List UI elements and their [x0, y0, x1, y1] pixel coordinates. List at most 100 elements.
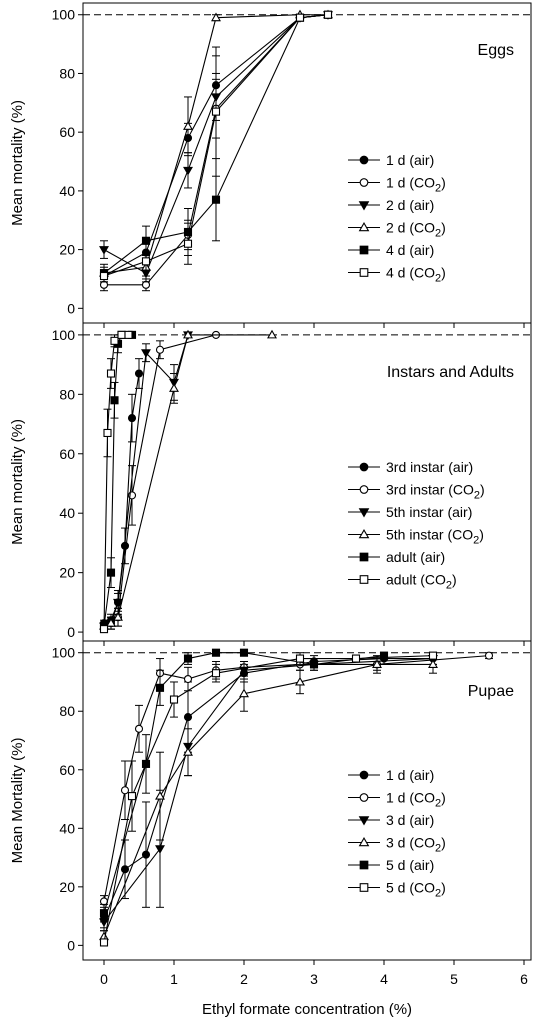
- y-tick-label: 80: [59, 65, 75, 81]
- data-point: [484, 651, 494, 660]
- y-tick-label: 100: [52, 327, 76, 343]
- legend-label: 4 d (air): [386, 242, 434, 258]
- series-line: [103, 14, 329, 277]
- legend-suffix: ): [480, 482, 485, 498]
- legend-entry: 1 d (CO2): [348, 790, 446, 810]
- data-point: [428, 659, 438, 668]
- data-point: [106, 568, 116, 577]
- legend-entry: 2 d (CO2): [348, 220, 446, 240]
- panel-2: 0 20 40 60 80 100 Mean Mortality (%) Pupae 1 d (…: [9, 640, 532, 965]
- legend-entry: 5th instar (air): [348, 504, 472, 520]
- y-tick-label: 20: [59, 879, 75, 895]
- data-point: [183, 674, 193, 684]
- data-point: [141, 257, 151, 266]
- legend-marker: [358, 201, 370, 211]
- legend-label: 3 d (CO2): [386, 835, 446, 855]
- series-line: [103, 334, 272, 627]
- data-point: [141, 850, 151, 859]
- data-point: [155, 845, 165, 854]
- series-5: [99, 330, 133, 634]
- series-line: [103, 658, 434, 923]
- legend-marker: [359, 883, 369, 892]
- legend-marker: [359, 178, 369, 187]
- y-tick-label: 40: [59, 183, 75, 199]
- legend-label: adult (air): [386, 549, 445, 565]
- data-point: [428, 651, 438, 660]
- data-point: [169, 383, 179, 392]
- panel-title: Eggs: [478, 42, 514, 59]
- legend-label: 1 d (air): [386, 767, 434, 783]
- panel-1: 0 20 40 60 80 100 Mean mortality (%) Instars an…: [9, 322, 532, 646]
- y-tick-label: 100: [52, 7, 76, 23]
- data-point: [110, 396, 119, 405]
- legend-label: 1 d (CO2): [386, 790, 446, 810]
- y-tick-label: 20: [59, 565, 75, 581]
- series-line: [103, 655, 490, 902]
- x-tick-label: 5: [450, 971, 458, 987]
- legend-label: 3rd instar (CO2): [386, 482, 485, 502]
- legend-marker: [359, 155, 369, 165]
- x-tick-label: 1: [170, 971, 178, 987]
- y-tick-label: 0: [67, 300, 75, 316]
- legend-subscript: 2: [435, 273, 441, 285]
- data-point: [211, 12, 221, 22]
- y-tick-label: 100: [52, 645, 76, 661]
- legend-entry: 3 d (air): [348, 812, 434, 828]
- data-point: [120, 786, 130, 795]
- data-point: [155, 345, 165, 354]
- legend-suffix: ): [441, 790, 446, 806]
- data-point: [169, 695, 179, 704]
- data-point: [211, 669, 221, 678]
- x-tick-label: 6: [520, 971, 528, 987]
- legend-subscript: 2: [435, 888, 441, 900]
- data-point: [183, 654, 193, 663]
- data-point: [99, 909, 109, 918]
- legend-subscript: 2: [435, 183, 441, 195]
- data-point: [99, 625, 109, 634]
- series-3: [99, 329, 277, 630]
- legend-entry: 5th instar (CO2): [348, 527, 484, 547]
- legend-entry: 4 d (CO2): [348, 265, 446, 285]
- data-point: [99, 938, 109, 947]
- data-point: [155, 790, 165, 800]
- legend-suffix: ): [441, 835, 446, 851]
- y-tick-label: 0: [67, 624, 75, 640]
- legend-subscript: 2: [435, 228, 441, 240]
- data-point: [183, 166, 193, 176]
- x-tick-label: 0: [100, 971, 108, 987]
- legend-subscript: 2: [474, 490, 480, 502]
- data-point: [134, 724, 144, 733]
- legend-label: 5th instar (CO2): [386, 527, 484, 547]
- data-point: [295, 654, 305, 663]
- legend-entry: 5 d (CO2): [348, 880, 446, 900]
- data-point: [239, 688, 249, 698]
- legend-marker: [359, 552, 369, 562]
- legend-subscript: 2: [435, 843, 441, 855]
- legend-marker: [359, 485, 369, 494]
- data-point: [106, 618, 116, 627]
- panel-title: Instars and Adults: [387, 364, 514, 381]
- data-point: [183, 329, 193, 339]
- legend-entry: 2 d (air): [348, 197, 434, 213]
- data-point: [120, 865, 130, 874]
- data-point: [99, 271, 109, 281]
- legend-entry: adult (CO2): [348, 572, 457, 592]
- y-tick-label: 80: [59, 386, 75, 402]
- legend-marker: [359, 268, 369, 277]
- data-point: [113, 598, 123, 608]
- legend-entry: 3rd instar (air): [348, 459, 473, 475]
- data-point: [183, 747, 193, 756]
- data-point: [239, 648, 249, 657]
- data-point: [295, 676, 305, 686]
- series-line: [103, 14, 328, 274]
- legend-label: 3rd instar (air): [386, 459, 473, 475]
- y-tick-label: 60: [59, 762, 75, 778]
- x-axis: 0 1 2 3 4 5 6: [100, 971, 528, 987]
- panel-0: 0 20 40 60 80 100 Mean mortality (%) Eggs 1 d (a…: [9, 2, 532, 328]
- data-point: [379, 651, 389, 660]
- data-point: [141, 349, 151, 358]
- legend-marker: [358, 529, 370, 539]
- data-point: [106, 369, 116, 378]
- panel-frame: [82, 2, 532, 324]
- legend-marker: [359, 793, 369, 802]
